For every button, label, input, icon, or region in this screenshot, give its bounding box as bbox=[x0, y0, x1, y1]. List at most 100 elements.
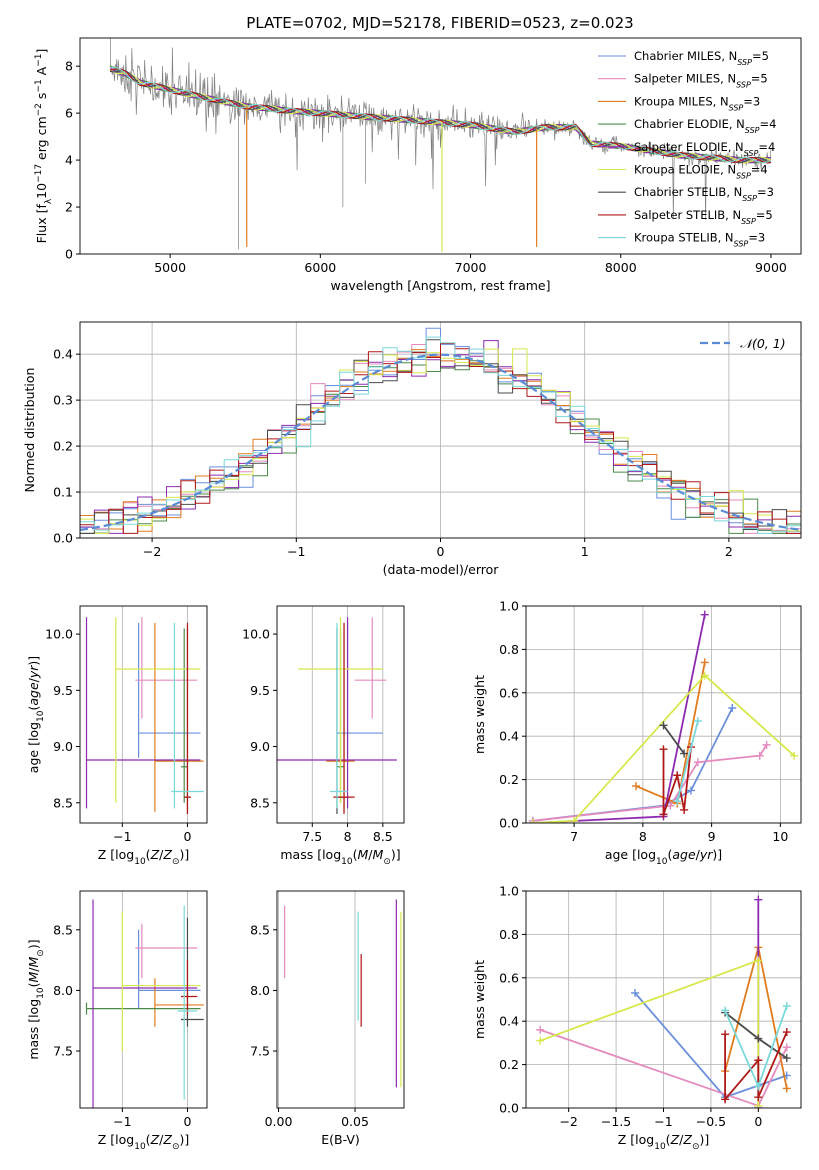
y-tick-label: 0.4 bbox=[499, 1014, 519, 1029]
weight-marker bbox=[570, 816, 579, 823]
axes-frame bbox=[79, 37, 802, 255]
axes-frame bbox=[79, 321, 802, 539]
weight-marker bbox=[693, 717, 702, 726]
y-axis-label: mass weight bbox=[472, 960, 487, 1039]
legend-entry: Kroupa MILES, NSSP=3 bbox=[634, 94, 760, 112]
weight-marker bbox=[631, 988, 640, 997]
model-fit-5 bbox=[109, 69, 772, 164]
normal-reference-curve bbox=[80, 353, 801, 531]
panel-Z-vs-age: −1 0 8.5 9.0 9.5 10.0 Z [log10(Z/Z⊙)] age [log1… bbox=[26, 605, 208, 867]
weight-marker bbox=[754, 1101, 763, 1108]
y-tick-label: 0.0 bbox=[499, 1101, 519, 1116]
weight-marker bbox=[782, 1054, 791, 1063]
weight-marker bbox=[782, 1002, 791, 1011]
axes-frame bbox=[525, 890, 802, 1109]
model-fit-8 bbox=[109, 66, 772, 164]
x-tick-label: 0.00 bbox=[265, 1114, 293, 1129]
y-tick-label: 10.0 bbox=[45, 627, 73, 642]
x-tick-label: 6000 bbox=[304, 260, 336, 275]
y-tick-label: 0.2 bbox=[499, 772, 519, 787]
weight-marker bbox=[728, 703, 737, 712]
plot-area-residuals bbox=[80, 322, 801, 538]
weight-series-0 bbox=[532, 707, 734, 822]
figure-title: PLATE=0702, MJD=52178, FIBERID=0523, z=0… bbox=[246, 14, 633, 32]
axes-frame bbox=[276, 605, 405, 824]
plot-area-Z-vs-age bbox=[85, 606, 204, 823]
y-tick-label: 9.0 bbox=[53, 739, 73, 754]
weight-marker bbox=[721, 1095, 730, 1104]
legend-entry: Kroupa ELODIE, NSSP=4 bbox=[634, 163, 768, 181]
weight-marker bbox=[687, 786, 695, 795]
y-tick-label: 8.5 bbox=[53, 795, 73, 810]
axes-frame bbox=[79, 890, 208, 1109]
weight-marker bbox=[754, 956, 763, 965]
legend-entry: Salpeter ELODIE, NSSP=4 bbox=[634, 140, 775, 158]
y-tick-label: 0.2 bbox=[499, 1057, 519, 1072]
observed-spectrum bbox=[109, 38, 772, 250]
y-axis-label: Flux [fλ10−17 erg cm−2 s−1 A−1] bbox=[34, 49, 54, 244]
y-tick-label: 7.5 bbox=[250, 1044, 270, 1059]
panel-EBV-vs-mass: 0.00 0.05 7.5 8.0 8.5 E(B-V) bbox=[250, 890, 405, 1147]
x-tick-label: 0 bbox=[437, 544, 445, 559]
y-tick-label: 9.5 bbox=[250, 683, 270, 698]
x-tick-label: −2 bbox=[559, 1114, 577, 1129]
y-tick-label: 0.8 bbox=[499, 642, 519, 657]
x-tick-label: 8000 bbox=[605, 260, 637, 275]
legend-entry: Salpeter STELIB, NSSP=5 bbox=[634, 208, 773, 226]
weight-marker bbox=[659, 810, 668, 819]
weight-marker bbox=[673, 771, 682, 780]
weight-marker bbox=[659, 745, 668, 754]
y-tick-label: 0.8 bbox=[499, 927, 519, 942]
x-axis-label: mass [log10(M/M⊙)] bbox=[280, 847, 400, 867]
x-tick-label: 0 bbox=[183, 829, 191, 844]
weight-marker bbox=[790, 751, 799, 760]
x-tick-label: 10 bbox=[772, 829, 788, 844]
panel-age-vs-weight: 7 8 9 10 0.0 0.2 0.4 0.6 0.8 1.0 age [log10(age/yr… bbox=[472, 599, 802, 867]
y-tick-label: 10.0 bbox=[242, 627, 270, 642]
weight-marker bbox=[536, 1036, 545, 1045]
x-axis-label: age [log10(age/yr)] bbox=[605, 847, 722, 867]
y-tick-label: 0.6 bbox=[499, 685, 519, 700]
y-axis-label: mass weight bbox=[472, 675, 487, 754]
weight-series-5 bbox=[662, 724, 685, 755]
y-tick-label: 4 bbox=[65, 153, 73, 168]
weight-marker bbox=[754, 1034, 763, 1043]
weight-marker bbox=[721, 1006, 730, 1015]
y-tick-label: 9.0 bbox=[250, 739, 270, 754]
x-tick-label: −1.5 bbox=[601, 1114, 631, 1129]
plot-area-mass-vs-age bbox=[277, 606, 397, 823]
y-tick-label: 0.3 bbox=[53, 393, 73, 408]
x-axis-label: Z [log10(Z/Z⊙)] bbox=[98, 1132, 190, 1152]
panel-residuals: −2 −1 0 1 2 0.0 0.1 0.2 0.3 0.4 (data-model)/error… bbox=[22, 321, 802, 577]
y-tick-label: 7.5 bbox=[53, 1044, 73, 1059]
y-axis-label: Normed distribution bbox=[22, 368, 37, 493]
x-axis-label: Z [log10(Z/Z⊙)] bbox=[618, 1132, 710, 1152]
x-tick-label: 8 bbox=[639, 829, 647, 844]
y-tick-label: 6 bbox=[65, 106, 73, 121]
legend-entry: Chabrier ELODIE, NSSP=4 bbox=[634, 117, 776, 135]
y-tick-label: 2 bbox=[65, 200, 73, 215]
weight-marker bbox=[700, 671, 709, 680]
legend-entry: Kroupa STELIB, NSSP=3 bbox=[634, 231, 765, 249]
y-tick-label: 0 bbox=[65, 247, 73, 262]
weight-marker bbox=[754, 1093, 763, 1102]
weight-marker bbox=[666, 801, 675, 810]
x-tick-label: 0 bbox=[754, 1114, 762, 1129]
y-tick-label: 8.0 bbox=[53, 983, 73, 998]
x-tick-label: 7 bbox=[570, 829, 578, 844]
y-tick-label: 0.6 bbox=[499, 970, 519, 985]
weight-marker bbox=[762, 740, 771, 749]
x-tick-label: −1 bbox=[287, 544, 305, 559]
weight-marker bbox=[693, 758, 702, 767]
weight-marker bbox=[700, 610, 709, 619]
y-tick-label: 9.5 bbox=[53, 683, 73, 698]
x-tick-label: 0 bbox=[183, 1114, 191, 1129]
weight-marker bbox=[782, 1043, 791, 1052]
weight-marker bbox=[755, 751, 764, 760]
y-axis-label: age [log10(age/yr)] bbox=[26, 656, 46, 773]
y-tick-label: 0.2 bbox=[53, 439, 73, 454]
x-tick-label: −1 bbox=[654, 1114, 672, 1129]
x-tick-label: 0.05 bbox=[341, 1114, 369, 1129]
legend-entry: 𝒩(0, 1) bbox=[740, 336, 786, 351]
x-tick-label: −2 bbox=[143, 544, 161, 559]
